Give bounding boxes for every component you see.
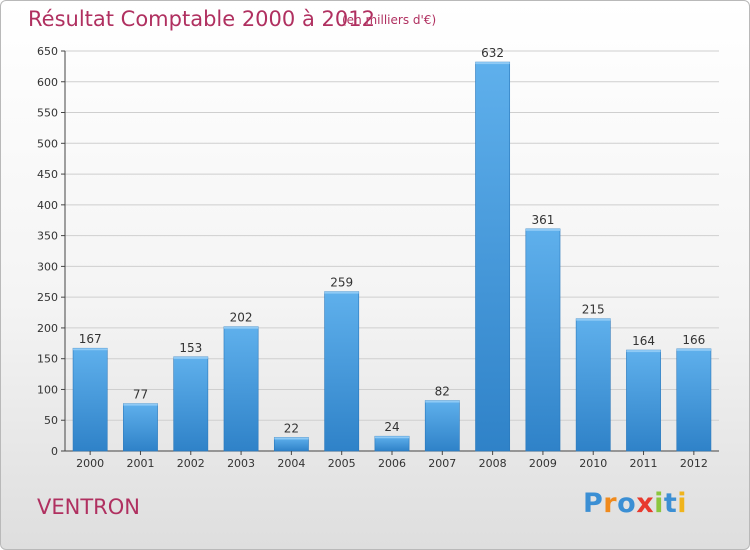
data-label: 361 — [531, 213, 554, 227]
y-tick-label: 400 — [37, 199, 58, 212]
bar-highlight — [173, 356, 208, 359]
bar — [626, 349, 661, 452]
logo-letter: i — [654, 488, 664, 519]
bar — [676, 348, 712, 452]
data-label: 82 — [435, 385, 450, 399]
bar-highlight — [576, 318, 611, 321]
bar — [575, 318, 611, 452]
data-label: 77 — [133, 388, 148, 402]
x-tick-label: 2010 — [579, 457, 607, 470]
x-tick-label: 2008 — [479, 457, 507, 470]
logo-letter: o — [617, 488, 637, 519]
bar — [475, 61, 511, 452]
x-tick-label: 2004 — [277, 457, 305, 470]
bar-highlight — [274, 437, 309, 440]
logo-letter: x — [636, 488, 655, 519]
bar — [273, 437, 309, 452]
bar-highlight — [525, 228, 561, 231]
bar-highlight — [676, 348, 711, 351]
x-tick-label: 2002 — [177, 457, 205, 470]
y-tick-label: 550 — [37, 107, 58, 120]
bar — [223, 326, 259, 452]
bar-highlight — [73, 348, 108, 351]
bar-highlight — [626, 350, 661, 353]
bar-highlight — [425, 400, 460, 403]
bar — [173, 356, 209, 452]
data-label: 167 — [79, 332, 102, 346]
proxiti-logo: Proxiti — [583, 488, 687, 519]
y-tick-label: 50 — [44, 414, 58, 427]
bar — [424, 400, 460, 452]
bar — [525, 228, 561, 452]
y-tick-label: 600 — [37, 76, 58, 89]
data-label: 632 — [481, 46, 504, 60]
y-tick-label: 350 — [37, 230, 58, 243]
data-label: 24 — [384, 420, 399, 434]
x-tick-label: 2009 — [529, 457, 557, 470]
y-tick-label: 300 — [37, 260, 58, 273]
data-label: 153 — [179, 341, 202, 355]
y-tick-label: 100 — [37, 383, 58, 396]
y-tick-label: 250 — [37, 291, 58, 304]
x-tick-label: 2012 — [680, 457, 708, 470]
bar — [374, 435, 410, 452]
x-tick-label: 2001 — [126, 457, 154, 470]
data-label: 166 — [682, 333, 705, 347]
bar — [123, 403, 158, 452]
logo-letter: r — [603, 488, 618, 519]
chart-subtitle: (en milliers d'€) — [342, 13, 437, 27]
logo-letter: t — [663, 488, 678, 519]
x-tick-label: 2006 — [378, 457, 406, 470]
data-label: 164 — [632, 334, 655, 348]
data-label: 202 — [230, 311, 253, 325]
y-tick-label: 0 — [51, 445, 58, 458]
x-tick-label: 2000 — [76, 457, 104, 470]
data-label: 22 — [284, 421, 299, 435]
x-tick-label: 2005 — [328, 457, 356, 470]
x-tick-label: 2011 — [630, 457, 658, 470]
y-tick-label: 650 — [37, 45, 58, 58]
bar — [324, 291, 360, 452]
logo-letter: P — [583, 488, 604, 519]
bar-highlight — [324, 291, 359, 294]
bar — [72, 347, 108, 452]
bar-highlight — [123, 403, 158, 406]
x-tick-label: 2003 — [227, 457, 255, 470]
data-label: 259 — [330, 276, 353, 290]
bar-highlight — [475, 62, 510, 65]
y-tick-label: 150 — [37, 353, 58, 366]
x-tick-label: 2007 — [428, 457, 456, 470]
data-label: 215 — [582, 303, 605, 317]
y-tick-label: 200 — [37, 322, 58, 335]
commune-name: VENTRON — [37, 495, 141, 519]
bar-highlight — [374, 436, 410, 439]
y-tick-label: 450 — [37, 168, 58, 181]
logo-letter: i — [677, 488, 688, 519]
bar-highlight — [223, 326, 259, 329]
chart-title: Résultat Comptable 2000 à 2012 — [28, 7, 375, 31]
y-tick-label: 500 — [37, 137, 58, 150]
